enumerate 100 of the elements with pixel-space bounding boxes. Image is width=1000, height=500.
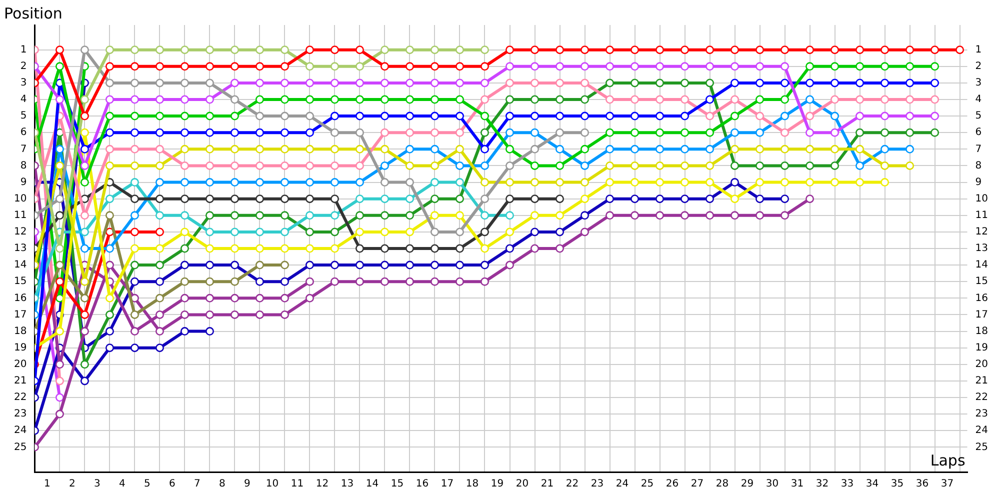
point — [305, 277, 314, 286]
point — [305, 194, 314, 204]
point — [630, 178, 640, 187]
point — [480, 211, 489, 220]
point — [155, 112, 164, 120]
point — [456, 144, 464, 154]
point — [355, 228, 364, 236]
point — [155, 294, 164, 302]
point — [355, 95, 364, 104]
point — [55, 244, 64, 253]
point — [380, 46, 389, 54]
point — [780, 178, 790, 187]
point — [506, 260, 514, 270]
y2-tick-label: 10 — [975, 193, 988, 204]
point — [230, 228, 239, 236]
point — [205, 194, 214, 204]
point — [730, 211, 740, 220]
point — [456, 244, 464, 253]
point — [280, 112, 289, 120]
point — [155, 260, 164, 270]
point — [480, 178, 489, 187]
point — [355, 178, 364, 187]
point — [556, 95, 564, 104]
point — [680, 178, 690, 187]
point — [280, 194, 289, 204]
point — [580, 78, 590, 88]
point — [730, 161, 740, 170]
point — [155, 277, 164, 286]
point — [880, 78, 890, 88]
point — [155, 161, 164, 170]
point — [405, 211, 414, 220]
point — [880, 128, 890, 137]
point — [105, 62, 114, 71]
point — [430, 95, 439, 104]
point — [105, 294, 114, 302]
point — [55, 95, 64, 104]
point — [606, 161, 614, 170]
point — [430, 46, 439, 54]
y2-tick-label: 15 — [975, 276, 988, 288]
point — [105, 161, 114, 170]
point — [305, 260, 314, 270]
point — [80, 211, 89, 220]
y-tick-label: 13 — [14, 243, 27, 254]
point — [680, 78, 690, 88]
point — [706, 95, 714, 104]
point — [906, 62, 914, 71]
point — [430, 62, 439, 71]
point — [80, 277, 89, 286]
point — [830, 112, 840, 120]
point — [230, 95, 239, 104]
point — [906, 95, 914, 104]
point — [480, 260, 489, 270]
point — [330, 46, 339, 54]
x-tick-label: 10 — [266, 478, 279, 490]
point — [355, 144, 364, 154]
point — [130, 310, 139, 319]
point — [530, 128, 539, 137]
point — [355, 78, 364, 88]
x-tick-label: 37 — [940, 478, 954, 490]
point — [205, 260, 214, 270]
point — [355, 161, 364, 170]
point — [430, 211, 439, 220]
point — [180, 228, 189, 236]
point — [130, 95, 139, 104]
point — [130, 78, 139, 88]
point — [706, 46, 714, 54]
y-tick-label: 19 — [14, 342, 27, 354]
y-tick-label: 25 — [14, 442, 27, 453]
point — [580, 112, 590, 120]
point — [606, 194, 614, 204]
point — [405, 78, 414, 88]
point — [330, 194, 339, 204]
x-tick-label: 33 — [840, 478, 854, 490]
point — [380, 178, 389, 187]
point — [906, 161, 914, 170]
point — [80, 376, 89, 386]
point — [55, 211, 64, 220]
point — [230, 128, 239, 137]
point — [630, 112, 640, 120]
point — [205, 95, 214, 104]
point — [806, 46, 814, 54]
point — [580, 144, 590, 154]
point — [80, 178, 89, 187]
point — [280, 128, 289, 137]
point — [730, 112, 740, 120]
point — [606, 144, 614, 154]
point — [856, 144, 864, 154]
x-tick-label: 3 — [94, 478, 100, 490]
y2-tick-label: 12 — [975, 226, 988, 238]
point — [255, 260, 264, 270]
point — [930, 112, 940, 120]
point — [430, 161, 439, 170]
y-tick-label: 1 — [20, 44, 27, 56]
point — [130, 112, 139, 120]
point — [706, 194, 714, 204]
point — [480, 128, 489, 137]
point — [130, 277, 139, 286]
y-axis-title: Position — [4, 4, 62, 22]
y-tick-label: 20 — [14, 358, 27, 370]
point — [130, 260, 139, 270]
